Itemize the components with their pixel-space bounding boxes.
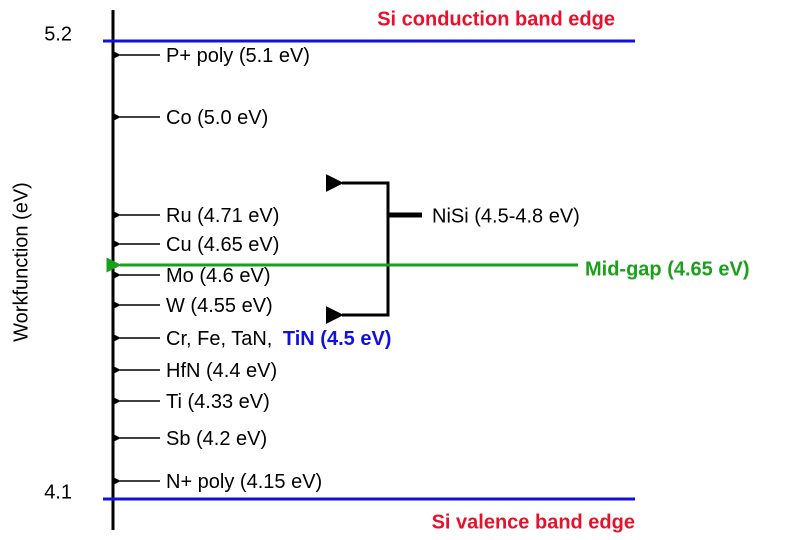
axis-bottom: 4.1 (44, 481, 72, 503)
metal-label: HfN (4.4 eV) (166, 360, 277, 382)
metal-name: Sb (4.2 eV) (166, 428, 267, 450)
metal-label: Ti (4.33 eV) (166, 391, 270, 413)
metal-label: P+ poly (5.1 eV) (166, 45, 310, 67)
valence-label: Si valence band edge (432, 511, 635, 533)
metal-name: N+ poly (4.15 eV) (166, 471, 322, 493)
metal-label: N+ poly (4.15 eV) (166, 471, 322, 493)
midgap-label: Mid-gap (4.65 eV) (585, 258, 749, 280)
metal-name: W (4.55 eV) (166, 295, 273, 317)
metal-label: Co (5.0 eV) (166, 107, 268, 129)
metal-label: Cu (4.65 eV) (166, 234, 279, 256)
axis-label: Workfunction (eV) (10, 182, 32, 342)
metal-name: Cu (4.65 eV) (166, 234, 279, 256)
metal-name: HfN (4.4 eV) (166, 360, 277, 382)
bracket (325, 174, 390, 324)
metal-label: Sb (4.2 eV) (166, 428, 267, 450)
metal-highlight: TiN (4.5 eV) (283, 328, 392, 350)
metal-name: Co (5.0 eV) (166, 107, 268, 129)
bracket-label: NiSi (4.5-4.8 eV) (432, 205, 580, 227)
axis-top: 5.2 (44, 23, 72, 45)
metal-name: Ru (4.71 eV) (166, 205, 279, 227)
metal-name: Ti (4.33 eV) (166, 391, 270, 413)
metal-label: Ru (4.71 eV) (166, 205, 279, 227)
metal-name: P+ poly (5.1 eV) (166, 45, 310, 67)
metal-label: Cr, Fe, TaN, TiN (4.5 eV) (166, 328, 391, 350)
metal-label: W (4.55 eV) (166, 295, 273, 317)
metal-name: Cr, Fe, TaN, (166, 328, 278, 350)
conduction-label: Si conduction band edge (377, 8, 615, 30)
metal-name: Mo (4.6 eV) (166, 265, 270, 287)
metal-label: Mo (4.6 eV) (166, 265, 270, 287)
